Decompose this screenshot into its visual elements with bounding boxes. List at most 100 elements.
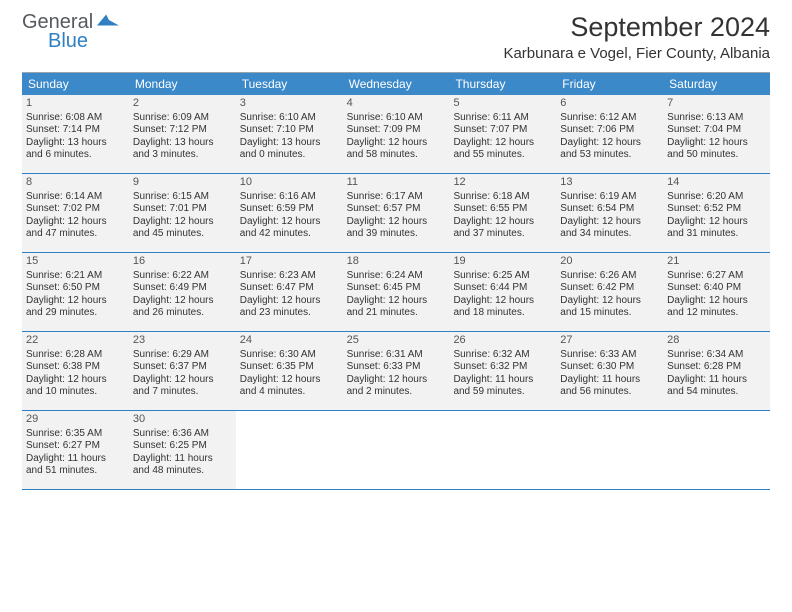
sunset-line: Sunset: 7:09 PM xyxy=(347,124,446,137)
weekday-header-row: SundayMondayTuesdayWednesdayThursdayFrid… xyxy=(22,73,770,95)
sunrise-line: Sunrise: 6:15 AM xyxy=(133,191,232,204)
day-cell: 15Sunrise: 6:21 AMSunset: 6:50 PMDayligh… xyxy=(22,253,129,331)
sunrise-line: Sunrise: 6:36 AM xyxy=(133,428,232,441)
daylight-line: Daylight: 12 hours and 12 minutes. xyxy=(667,295,766,320)
day-number: 6 xyxy=(560,97,659,111)
sunset-line: Sunset: 6:50 PM xyxy=(26,282,125,295)
sunset-line: Sunset: 6:32 PM xyxy=(453,361,552,374)
daylight-line: Daylight: 11 hours and 48 minutes. xyxy=(133,453,232,478)
day-number: 12 xyxy=(453,176,552,190)
sunset-line: Sunset: 7:07 PM xyxy=(453,124,552,137)
day-cell: 27Sunrise: 6:33 AMSunset: 6:30 PMDayligh… xyxy=(556,332,663,410)
daylight-line: Daylight: 12 hours and 45 minutes. xyxy=(133,216,232,241)
sunset-line: Sunset: 6:35 PM xyxy=(240,361,339,374)
logo-triangle-icon xyxy=(97,12,119,33)
day-cell: 13Sunrise: 6:19 AMSunset: 6:54 PMDayligh… xyxy=(556,174,663,252)
daylight-line: Daylight: 12 hours and 31 minutes. xyxy=(667,216,766,241)
logo-text-bottom: Blue xyxy=(22,31,119,52)
weekday-header: Sunday xyxy=(22,73,129,95)
sunrise-line: Sunrise: 6:22 AM xyxy=(133,270,232,283)
sunrise-line: Sunrise: 6:08 AM xyxy=(26,112,125,125)
day-cell: 11Sunrise: 6:17 AMSunset: 6:57 PMDayligh… xyxy=(343,174,450,252)
day-number: 9 xyxy=(133,176,232,190)
week-row: 1Sunrise: 6:08 AMSunset: 7:14 PMDaylight… xyxy=(22,95,770,174)
weekday-header: Wednesday xyxy=(343,73,450,95)
daylight-line: Daylight: 11 hours and 56 minutes. xyxy=(560,374,659,399)
sunrise-line: Sunrise: 6:26 AM xyxy=(560,270,659,283)
sunrise-line: Sunrise: 6:14 AM xyxy=(26,191,125,204)
day-cell: 21Sunrise: 6:27 AMSunset: 6:40 PMDayligh… xyxy=(663,253,770,331)
day-cell: 4Sunrise: 6:10 AMSunset: 7:09 PMDaylight… xyxy=(343,95,450,173)
daylight-line: Daylight: 12 hours and 29 minutes. xyxy=(26,295,125,320)
day-number: 17 xyxy=(240,255,339,269)
weekday-header: Tuesday xyxy=(236,73,343,95)
day-number: 24 xyxy=(240,334,339,348)
day-number: 11 xyxy=(347,176,446,190)
day-number: 1 xyxy=(26,97,125,111)
weeks-container: 1Sunrise: 6:08 AMSunset: 7:14 PMDaylight… xyxy=(22,95,770,490)
sunset-line: Sunset: 7:04 PM xyxy=(667,124,766,137)
sunrise-line: Sunrise: 6:34 AM xyxy=(667,349,766,362)
day-cell: 16Sunrise: 6:22 AMSunset: 6:49 PMDayligh… xyxy=(129,253,236,331)
day-number: 15 xyxy=(26,255,125,269)
daylight-line: Daylight: 12 hours and 55 minutes. xyxy=(453,137,552,162)
daylight-line: Daylight: 12 hours and 53 minutes. xyxy=(560,137,659,162)
sunrise-line: Sunrise: 6:10 AM xyxy=(347,112,446,125)
sunrise-line: Sunrise: 6:18 AM xyxy=(453,191,552,204)
day-cell: 23Sunrise: 6:29 AMSunset: 6:37 PMDayligh… xyxy=(129,332,236,410)
sunrise-line: Sunrise: 6:13 AM xyxy=(667,112,766,125)
day-cell: 3Sunrise: 6:10 AMSunset: 7:10 PMDaylight… xyxy=(236,95,343,173)
day-cell: 17Sunrise: 6:23 AMSunset: 6:47 PMDayligh… xyxy=(236,253,343,331)
daylight-line: Daylight: 12 hours and 26 minutes. xyxy=(133,295,232,320)
page-header: General Blue September 2024 Karbunara e … xyxy=(22,12,770,62)
daylight-line: Daylight: 12 hours and 10 minutes. xyxy=(26,374,125,399)
title-block: September 2024 Karbunara e Vogel, Fier C… xyxy=(503,12,770,62)
day-number: 26 xyxy=(453,334,552,348)
daylight-line: Daylight: 12 hours and 21 minutes. xyxy=(347,295,446,320)
day-number: 23 xyxy=(133,334,232,348)
sunset-line: Sunset: 6:45 PM xyxy=(347,282,446,295)
daylight-line: Daylight: 11 hours and 51 minutes. xyxy=(26,453,125,478)
sunset-line: Sunset: 6:49 PM xyxy=(133,282,232,295)
day-cell: 6Sunrise: 6:12 AMSunset: 7:06 PMDaylight… xyxy=(556,95,663,173)
day-number: 18 xyxy=(347,255,446,269)
day-number: 28 xyxy=(667,334,766,348)
week-row: 15Sunrise: 6:21 AMSunset: 6:50 PMDayligh… xyxy=(22,253,770,332)
daylight-line: Daylight: 13 hours and 0 minutes. xyxy=(240,137,339,162)
sunrise-line: Sunrise: 6:19 AM xyxy=(560,191,659,204)
day-number: 2 xyxy=(133,97,232,111)
day-cell-empty xyxy=(343,411,450,489)
day-number: 10 xyxy=(240,176,339,190)
day-cell-empty xyxy=(556,411,663,489)
day-number: 21 xyxy=(667,255,766,269)
daylight-line: Daylight: 12 hours and 15 minutes. xyxy=(560,295,659,320)
calendar: SundayMondayTuesdayWednesdayThursdayFrid… xyxy=(22,72,770,490)
daylight-line: Daylight: 12 hours and 47 minutes. xyxy=(26,216,125,241)
day-number: 22 xyxy=(26,334,125,348)
month-title: September 2024 xyxy=(503,12,770,43)
sunrise-line: Sunrise: 6:10 AM xyxy=(240,112,339,125)
daylight-line: Daylight: 12 hours and 39 minutes. xyxy=(347,216,446,241)
weekday-header: Friday xyxy=(556,73,663,95)
sunrise-line: Sunrise: 6:25 AM xyxy=(453,270,552,283)
day-cell: 2Sunrise: 6:09 AMSunset: 7:12 PMDaylight… xyxy=(129,95,236,173)
day-number: 19 xyxy=(453,255,552,269)
sunset-line: Sunset: 6:27 PM xyxy=(26,440,125,453)
day-cell-empty xyxy=(236,411,343,489)
sunrise-line: Sunrise: 6:24 AM xyxy=(347,270,446,283)
day-number: 16 xyxy=(133,255,232,269)
sunrise-line: Sunrise: 6:17 AM xyxy=(347,191,446,204)
week-row: 8Sunrise: 6:14 AMSunset: 7:02 PMDaylight… xyxy=(22,174,770,253)
day-number: 25 xyxy=(347,334,446,348)
daylight-line: Daylight: 12 hours and 42 minutes. xyxy=(240,216,339,241)
daylight-line: Daylight: 12 hours and 37 minutes. xyxy=(453,216,552,241)
sunset-line: Sunset: 7:01 PM xyxy=(133,203,232,216)
day-number: 29 xyxy=(26,413,125,427)
sunrise-line: Sunrise: 6:32 AM xyxy=(453,349,552,362)
sunrise-line: Sunrise: 6:20 AM xyxy=(667,191,766,204)
sunset-line: Sunset: 6:30 PM xyxy=(560,361,659,374)
day-cell: 24Sunrise: 6:30 AMSunset: 6:35 PMDayligh… xyxy=(236,332,343,410)
week-row: 29Sunrise: 6:35 AMSunset: 6:27 PMDayligh… xyxy=(22,411,770,490)
sunrise-line: Sunrise: 6:21 AM xyxy=(26,270,125,283)
daylight-line: Daylight: 12 hours and 50 minutes. xyxy=(667,137,766,162)
